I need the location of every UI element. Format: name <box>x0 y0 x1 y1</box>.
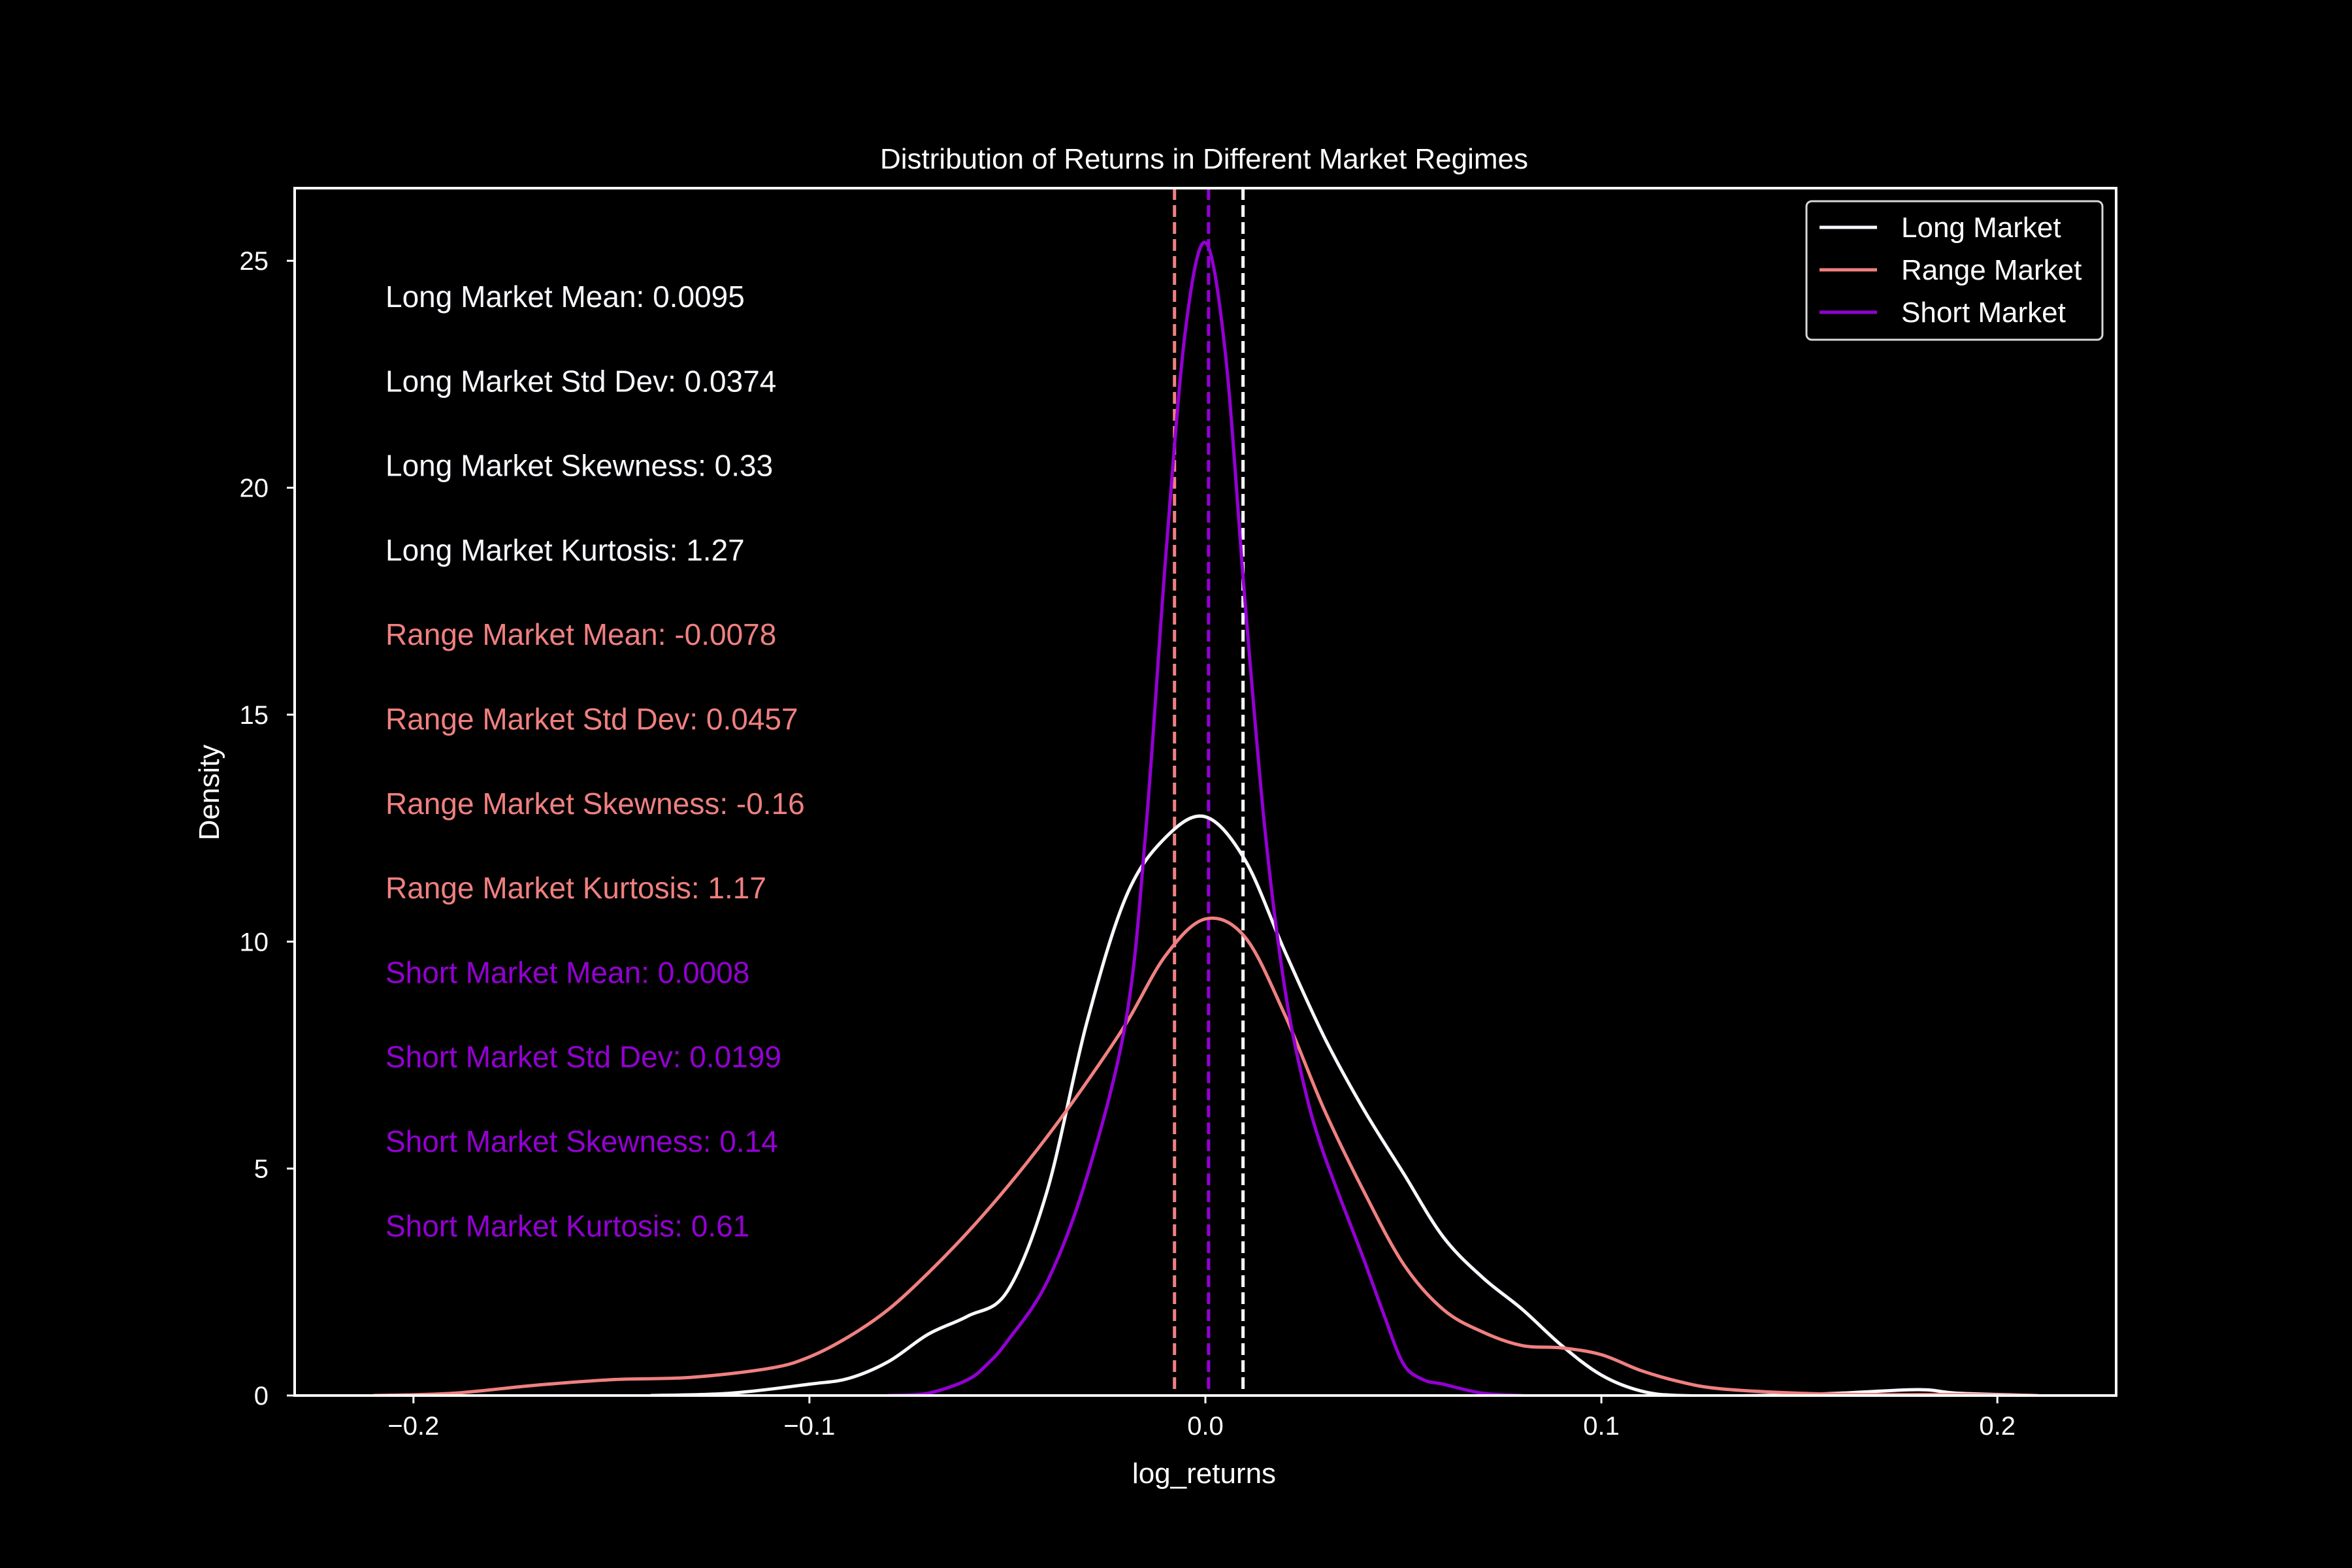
y-tick-label: 25 <box>240 247 269 276</box>
stat-annotation: Range Market Skewness: -0.16 <box>385 787 805 821</box>
x-axis: −0.2 −0.1 0.0 0.1 0.2 <box>387 1396 2016 1441</box>
long-market-density-line <box>649 814 2039 1396</box>
stat-annotation: Long Market Kurtosis: 1.27 <box>385 533 745 567</box>
stat-annotation: Long Market Skewness: 0.33 <box>385 449 773 483</box>
range-market-density-line <box>372 916 2039 1396</box>
x-tick-label: 0.0 <box>1187 1412 1224 1441</box>
legend: Long Market Range Market Short Market <box>1805 200 2104 341</box>
legend-label-long-market: Long Market <box>1901 212 2061 244</box>
stat-annotation: Long Market Mean: 0.0095 <box>385 280 745 314</box>
stat-annotation: Range Market Mean: -0.0078 <box>385 617 776 651</box>
stat-annotation: Short Market Skewness: 0.14 <box>385 1124 778 1158</box>
plot-frame <box>293 187 2117 1397</box>
x-tick-label: −0.1 <box>783 1412 835 1441</box>
legend-label-short-market: Short Market <box>1901 297 2066 329</box>
legend-label-range-market: Range Market <box>1901 254 2082 286</box>
stat-annotation: Short Market Mean: 0.0008 <box>385 955 749 989</box>
stat-annotation: Range Market Std Dev: 0.0457 <box>385 702 798 736</box>
x-axis-label: log_returns <box>1132 1458 1276 1490</box>
stat-annotation: Short Market Std Dev: 0.0199 <box>385 1040 781 1074</box>
y-tick-label: 10 <box>240 928 269 956</box>
short-market-density-line <box>887 240 1524 1396</box>
stat-annotation: Range Market Kurtosis: 1.17 <box>385 871 766 905</box>
chart-title: Distribution of Returns in Different Mar… <box>880 143 1528 175</box>
plot-area <box>372 188 2039 1396</box>
y-tick-label: 0 <box>254 1382 269 1411</box>
y-tick-label: 20 <box>240 474 269 503</box>
legend-box <box>1805 200 2104 341</box>
stat-annotation: Long Market Std Dev: 0.0374 <box>385 364 776 398</box>
x-tick-label: 0.1 <box>1583 1412 1620 1441</box>
stat-annotation: Short Market Kurtosis: 0.61 <box>385 1209 749 1243</box>
y-tick-label: 15 <box>240 701 269 730</box>
x-tick-label: −0.2 <box>387 1412 439 1441</box>
y-axis: 0 5 10 15 20 25 <box>240 247 295 1411</box>
stats-annotations: Long Market Mean: 0.0095 Long Market Std … <box>385 280 805 1243</box>
x-tick-label: 0.2 <box>1979 1412 2016 1441</box>
y-axis-label: Density <box>193 745 225 841</box>
y-tick-label: 5 <box>254 1155 269 1184</box>
